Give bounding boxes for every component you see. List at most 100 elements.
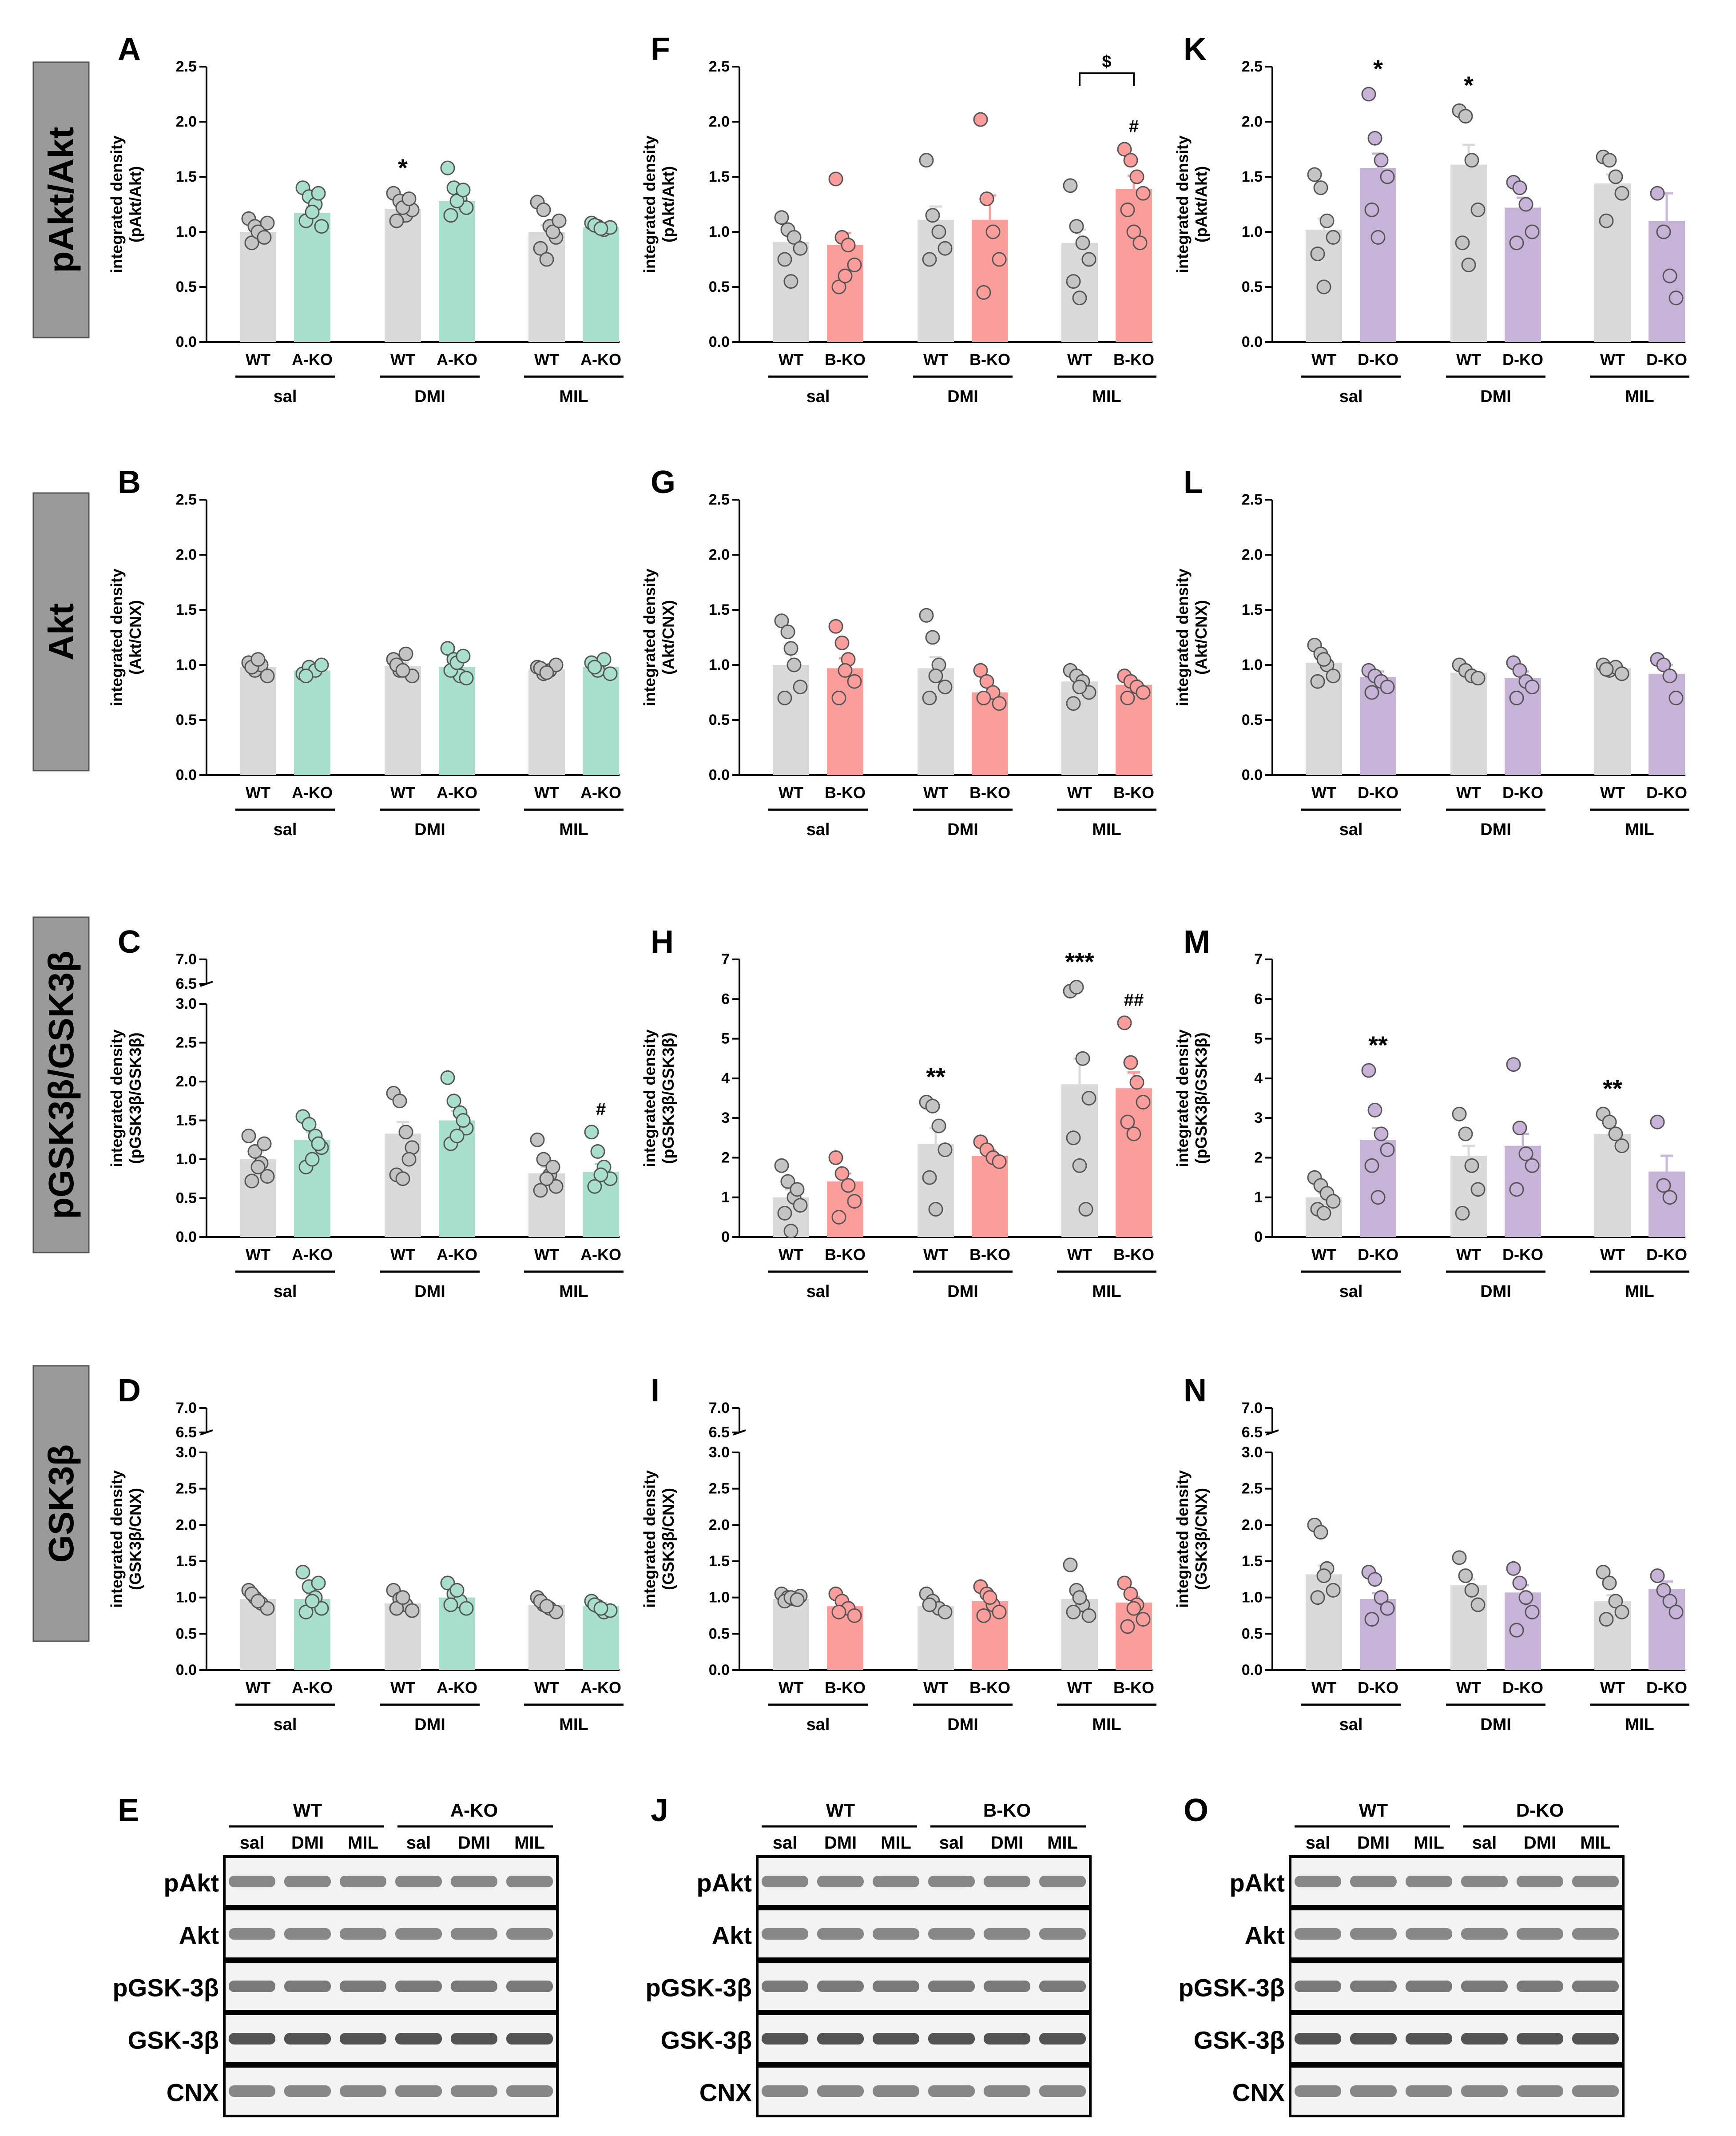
- data-point: [1525, 1604, 1540, 1619]
- blot-band: [817, 2033, 864, 2045]
- data-point: [838, 268, 853, 283]
- y-tick-label: 3: [721, 1110, 730, 1126]
- data-point: [548, 657, 564, 672]
- data-point: [1509, 235, 1524, 251]
- data-point: [1066, 1130, 1081, 1146]
- blot-row-label: pGSK-3β: [1178, 1974, 1285, 2002]
- data-point: [1509, 1182, 1524, 1197]
- data-point: [922, 252, 937, 267]
- blot-band: [340, 1928, 386, 1940]
- x-tick-label: B-KO: [1113, 350, 1154, 369]
- y-tick-label: 3.0: [176, 995, 197, 1012]
- blot-lane-label: DMI: [291, 1833, 324, 1853]
- data-point: [1326, 1194, 1341, 1209]
- blot-lane-label: DMI: [1524, 1833, 1556, 1853]
- blot-strip: [756, 2013, 1092, 2065]
- data-point: [938, 241, 953, 256]
- data-point: [847, 1194, 862, 1209]
- x-tick-label: WT: [534, 1679, 559, 1697]
- chart-panel-A: A 0.0 0.5 1.0 1.5 2.0 2.5 integrated density (pA…: [107, 32, 624, 406]
- blot-panel-E: E WT A-KO sal DMI MIL sal DMI MIL pAkt Akt pGSK-3β G…: [112, 1793, 559, 2117]
- significance-mark: #: [596, 1100, 606, 1119]
- panel-letter: E: [118, 1793, 139, 1828]
- blot-band: [1572, 1876, 1619, 1887]
- y-axis-label: integrated density: [107, 1470, 126, 1608]
- data-point: [1464, 153, 1479, 168]
- data-point: [1380, 169, 1395, 184]
- data-point: [1470, 202, 1486, 217]
- x-tick-label: B-KO: [1113, 784, 1154, 802]
- x-tick-label: WT: [246, 784, 270, 802]
- data-point: [790, 1182, 805, 1197]
- data-point: [389, 1601, 404, 1616]
- bar: [972, 1155, 1008, 1237]
- data-point: [1069, 980, 1084, 994]
- data-point: [590, 1144, 605, 1159]
- x-tick-label: A-KO: [580, 1245, 621, 1264]
- blot-row-label: pGSK-3β: [112, 1974, 219, 2002]
- blot-band: [817, 1928, 864, 1940]
- panel-letter: G: [651, 465, 675, 500]
- group-label: DMI: [947, 1282, 978, 1301]
- y-tick-label: 0.5: [709, 278, 730, 295]
- blot-lane-label: sal: [939, 1833, 964, 1853]
- blot-band: [1461, 2033, 1508, 2045]
- data-point: [1307, 167, 1322, 182]
- bar: [528, 669, 565, 775]
- blot-band: [817, 2085, 864, 2097]
- data-point: [545, 224, 560, 239]
- data-point: [257, 1136, 272, 1151]
- y-tick-label: 1.0: [1242, 1589, 1263, 1606]
- x-tick-label: B-KO: [969, 1245, 1010, 1264]
- x-tick-label: WT: [923, 784, 948, 802]
- x-tick-label: WT: [1456, 784, 1481, 802]
- data-point: [459, 671, 474, 686]
- data-point: [928, 668, 943, 684]
- blot-group-label: WT: [1359, 1800, 1388, 1821]
- y-tick-label: 6.5: [709, 1424, 730, 1441]
- data-point: [536, 202, 551, 217]
- bar: [1594, 183, 1631, 342]
- y-axis-label: integrated density: [640, 1029, 659, 1167]
- bar: [1116, 1088, 1152, 1237]
- blot-band: [229, 2085, 275, 2097]
- chart-panel-I: I 0.0 0.5 1.0 1.5 2.0 2.5 3.0 6.5 7.0 integrated d…: [640, 1373, 1156, 1734]
- y-tick-label: 0.5: [1242, 712, 1263, 728]
- data-point: [250, 652, 266, 667]
- blot-band: [451, 1928, 497, 1940]
- data-point: [1364, 685, 1379, 700]
- blot-band: [284, 2085, 331, 2097]
- data-point: [1072, 1158, 1087, 1173]
- data-point: [449, 1583, 465, 1598]
- blot-band: [1350, 2033, 1397, 2045]
- data-point: [1072, 1590, 1087, 1605]
- blot-band: [451, 1981, 497, 1992]
- significance-mark: **: [1368, 1031, 1388, 1059]
- x-tick-label: B-KO: [825, 1679, 866, 1697]
- blot-band: [1572, 1928, 1619, 1940]
- significance-mark: *: [1373, 55, 1383, 83]
- data-point: [793, 241, 808, 256]
- data-point: [919, 153, 934, 168]
- y-tick-label: 3.0: [1242, 1444, 1263, 1461]
- row-label-text: Akt: [41, 603, 81, 660]
- data-point: [1596, 1565, 1611, 1579]
- y-tick-label: 2.5: [176, 58, 197, 75]
- group-label: sal: [274, 1282, 297, 1301]
- blot-band: [229, 1876, 275, 1887]
- data-point: [1063, 178, 1078, 193]
- data-point: [314, 657, 329, 672]
- data-point: [1316, 652, 1331, 667]
- blot-band: [1406, 1928, 1452, 1940]
- blot-band: [395, 1928, 442, 1940]
- data-point: [539, 1171, 554, 1186]
- data-point: [777, 1205, 792, 1221]
- data-point: [440, 641, 455, 656]
- data-point: [1525, 224, 1540, 239]
- y-tick-label: 2.0: [176, 1516, 197, 1533]
- group-label: MIL: [1092, 1282, 1121, 1301]
- panel-letter: N: [1184, 1373, 1207, 1408]
- group-label: DMI: [414, 1715, 445, 1734]
- blot-band: [984, 1981, 1030, 1992]
